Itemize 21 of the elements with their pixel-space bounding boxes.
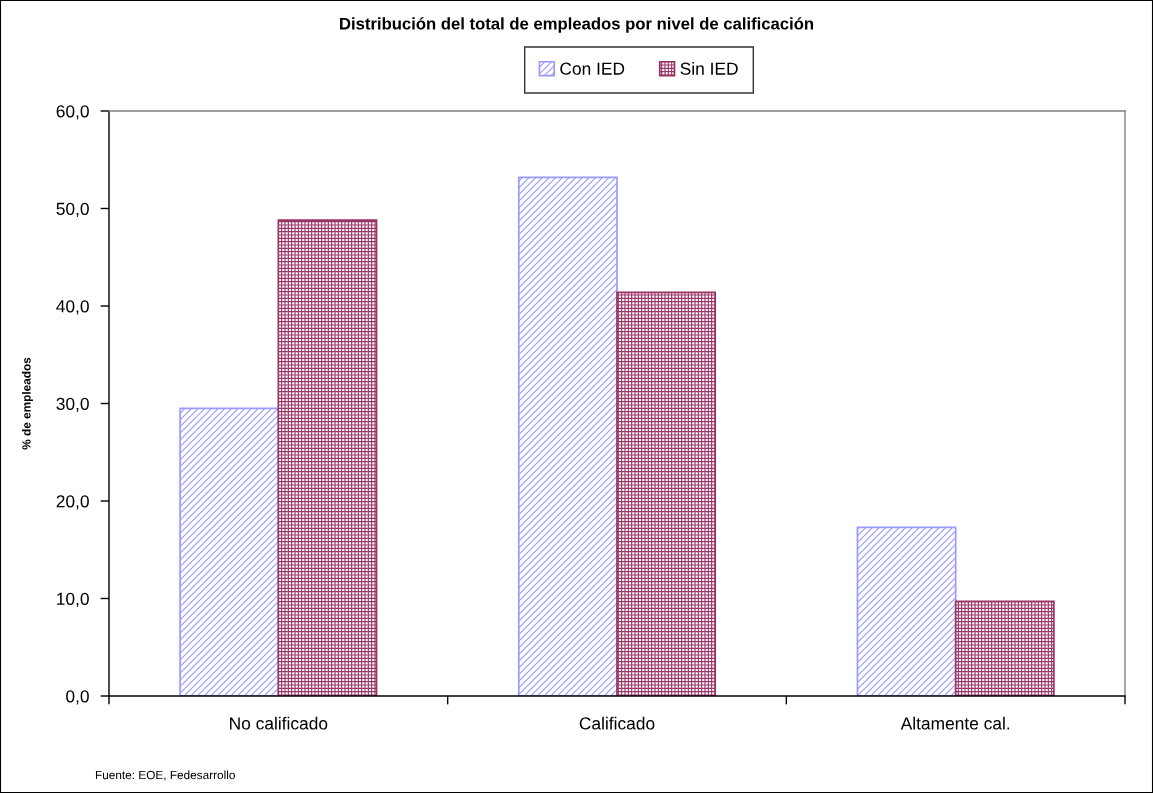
source-note: Fuente: EOE, Fedesarrollo — [95, 770, 235, 781]
bar — [517, 176, 618, 696]
y-tick-label: 0,0 — [66, 690, 89, 705]
x-tick-label: No calificado — [230, 716, 328, 730]
bar — [954, 600, 1055, 696]
chart-title: Distribución del total de empleados por nivel de calificación — [340, 17, 814, 33]
legend-label: Sin IED — [680, 62, 738, 75]
y-tick-label: 20,0 — [56, 495, 89, 510]
bar — [277, 219, 378, 696]
bar — [179, 407, 280, 696]
y-tick-label: 50,0 — [56, 202, 89, 218]
y-tick-label: 60,0 — [56, 105, 89, 120]
y-tick-label: 40,0 — [56, 300, 89, 315]
y-axis-title: % de empleados — [22, 357, 33, 450]
y-tick-label: 10,0 — [57, 592, 89, 608]
y-tick-label: 30,0 — [56, 397, 89, 413]
legend-label: Con IED — [560, 62, 625, 75]
x-tick-label: Altamente cal. — [900, 716, 1010, 730]
x-tick-label: Calificado — [579, 716, 655, 730]
bar — [856, 526, 957, 696]
bar — [616, 291, 717, 696]
